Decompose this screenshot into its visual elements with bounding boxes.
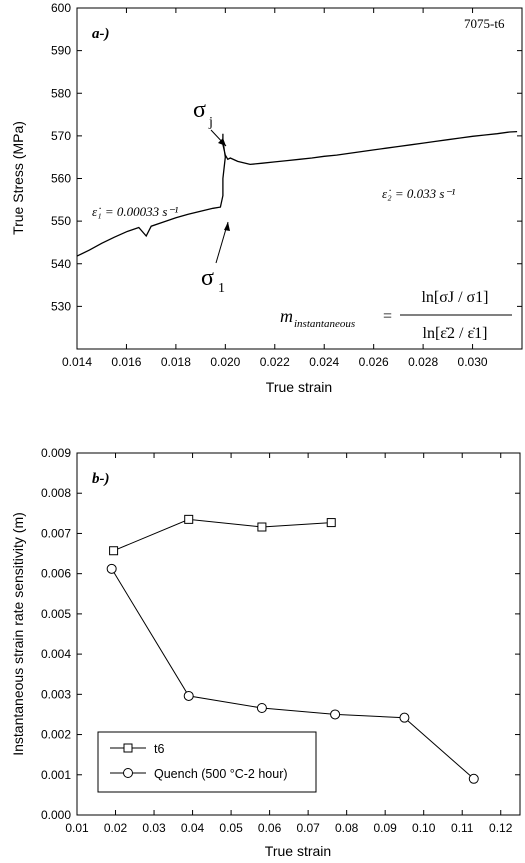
data-point-circle (399, 712, 410, 723)
panel-b-y-tick-label: 0.005 (41, 607, 71, 621)
data-point-square (257, 522, 267, 532)
panel-a-y-tick-label: 540 (51, 257, 71, 271)
panel-b-y-tick-label: 0.007 (41, 526, 71, 540)
panel-a-x-tick-label: 0.014 (62, 355, 92, 369)
data-point-circle (330, 709, 341, 720)
legend-quench-circle-marker (123, 768, 133, 778)
panel-a-x-tick-label: 0.020 (210, 355, 240, 369)
panel-a-y-tick-label: 590 (51, 44, 71, 58)
panel-b-y-tick-label: 0.001 (41, 768, 71, 782)
panel-b-x-tick-label: 0.05 (219, 821, 243, 835)
annotation-sigma-1: σ (201, 265, 214, 291)
formula-equals: = (383, 308, 392, 325)
data-point-circle (106, 563, 117, 574)
annotation-arrowhead-sigma-j (218, 138, 226, 146)
panel-b-x-tick-label: 0.07 (296, 821, 320, 835)
panel-a-y-tick-label: 570 (51, 129, 71, 143)
panel-b-x-tick-label: 0.12 (489, 821, 513, 835)
panel-b-y-tick-label: 0.002 (41, 728, 71, 742)
formula-m-subscript: instantaneous (294, 318, 355, 330)
panel-b-y-tick-label: 0.006 (41, 567, 71, 581)
panel-a-y-tick-label: 580 (51, 86, 71, 100)
panel-b-y-tick-label: 0.000 (41, 808, 71, 822)
panel-a-axis-ticks: 0.014 0.016 0.018 0.020 0.022 0.024 0.026 0.028… (51, 1, 522, 369)
panel-a-y-tick-label: 600 (51, 1, 71, 15)
panel-a-x-tick-label: 0.018 (161, 355, 191, 369)
annotation-sigma-j: σ (193, 97, 206, 123)
panel-a-x-tick-label: 0.030 (458, 355, 488, 369)
panel-b-y-tick-label: 0.008 (41, 486, 71, 500)
panel-a-series (76, 130, 518, 257)
panel-a-x-axis-title: True strain (266, 379, 332, 395)
panel-b-x-tick-label: 0.10 (412, 821, 436, 835)
annotation-arrowhead-sigma-1 (224, 222, 230, 231)
panel-a-x-tick-label: 0.016 (111, 355, 141, 369)
annotation-rate-2: ε̇₂ = 0.033 s⁻¹ (382, 186, 455, 201)
panel-a-x-tick-label: 0.022 (260, 355, 290, 369)
panel-b-x-tick-label: 0.01 (65, 821, 89, 835)
data-point-circle (468, 773, 479, 784)
annotation-sigma-1-subscript: 1 (218, 281, 225, 296)
panel-a-x-tick-label: 0.026 (359, 355, 389, 369)
panel-b-y-tick-label: 0.003 (41, 687, 71, 701)
panel-b-x-axis-title: True strain (265, 843, 331, 859)
formula-m: m (280, 306, 293, 326)
panel-a-y-tick-label: 530 (51, 299, 71, 313)
panel-b-axis-ticks: 0.01 0.02 0.03 0.04 0.05 0.06 0.07 0.08 0.09 0.10… (41, 446, 520, 835)
panel-b-y-tick-label: 0.009 (41, 446, 71, 460)
panel-b-series-line-quench (111, 568, 475, 780)
panel-b-x-tick-label: 0.03 (142, 821, 166, 835)
panel-b-y-axis-title: Instantaneous strain rate sensitivity (m… (10, 512, 26, 756)
panel-a-y-tick-label: 560 (51, 172, 71, 186)
panel-b-x-tick-label: 0.06 (258, 821, 282, 835)
panel-b-plot-frame (76, 452, 521, 816)
panel-a-series-line-curve (76, 130, 518, 257)
panel-b-label: b-) (92, 471, 110, 487)
panel-a-y-axis-title: True Stress (MPa) (10, 121, 26, 235)
panel-a-material-label: 7075-t6 (464, 16, 505, 31)
panel-b-x-tick-label: 0.04 (181, 821, 205, 835)
formula-numerator: ln[σJ / σ1] (421, 289, 488, 306)
panel-a-x-tick-label: 0.028 (408, 355, 438, 369)
legend-box (97, 731, 317, 793)
panel-b-rate-sensitivity: 0.01 0.02 0.03 0.04 0.05 0.06 0.07 0.08 0.09 0.10… (10, 446, 521, 859)
panel-a-y-tick-label: 550 (51, 214, 71, 228)
panel-b-x-tick-label: 0.02 (104, 821, 128, 835)
panel-b-series (106, 514, 479, 784)
panel-b-y-tick-label: 0.004 (41, 647, 71, 661)
data-point-square (109, 546, 119, 556)
legend-t6-label: t6 (154, 742, 164, 756)
panel-b-x-tick-label: 0.09 (373, 821, 397, 835)
data-point-square (184, 514, 194, 524)
panel-a-stress-strain: 0.014 0.016 0.018 0.020 0.022 0.024 0.026 0.028… (10, 1, 523, 395)
panel-b-x-tick-label: 0.11 (451, 821, 474, 835)
panel-b-legend: t6 Quench (500 °C-2 hour) (97, 731, 317, 793)
panel-b-series-line-t6 (113, 518, 332, 552)
data-point-square (326, 518, 336, 528)
data-point-circle (256, 703, 267, 714)
legend-t6-square-marker (123, 743, 133, 753)
data-point-circle (183, 690, 194, 701)
legend-quench-label: Quench (500 °C-2 hour) (154, 767, 288, 781)
annotation-rate-1: ε̇₁ = 0.00033 s⁻¹ (92, 204, 178, 219)
formula-denominator: ln[ε̇2 / ε̇1] (423, 325, 488, 342)
annotation-sigma-j-subscript: j (208, 115, 213, 130)
panel-b-x-tick-label: 0.08 (335, 821, 359, 835)
panel-a-label: a-) (92, 26, 110, 42)
panel-a-x-tick-label: 0.024 (309, 355, 339, 369)
